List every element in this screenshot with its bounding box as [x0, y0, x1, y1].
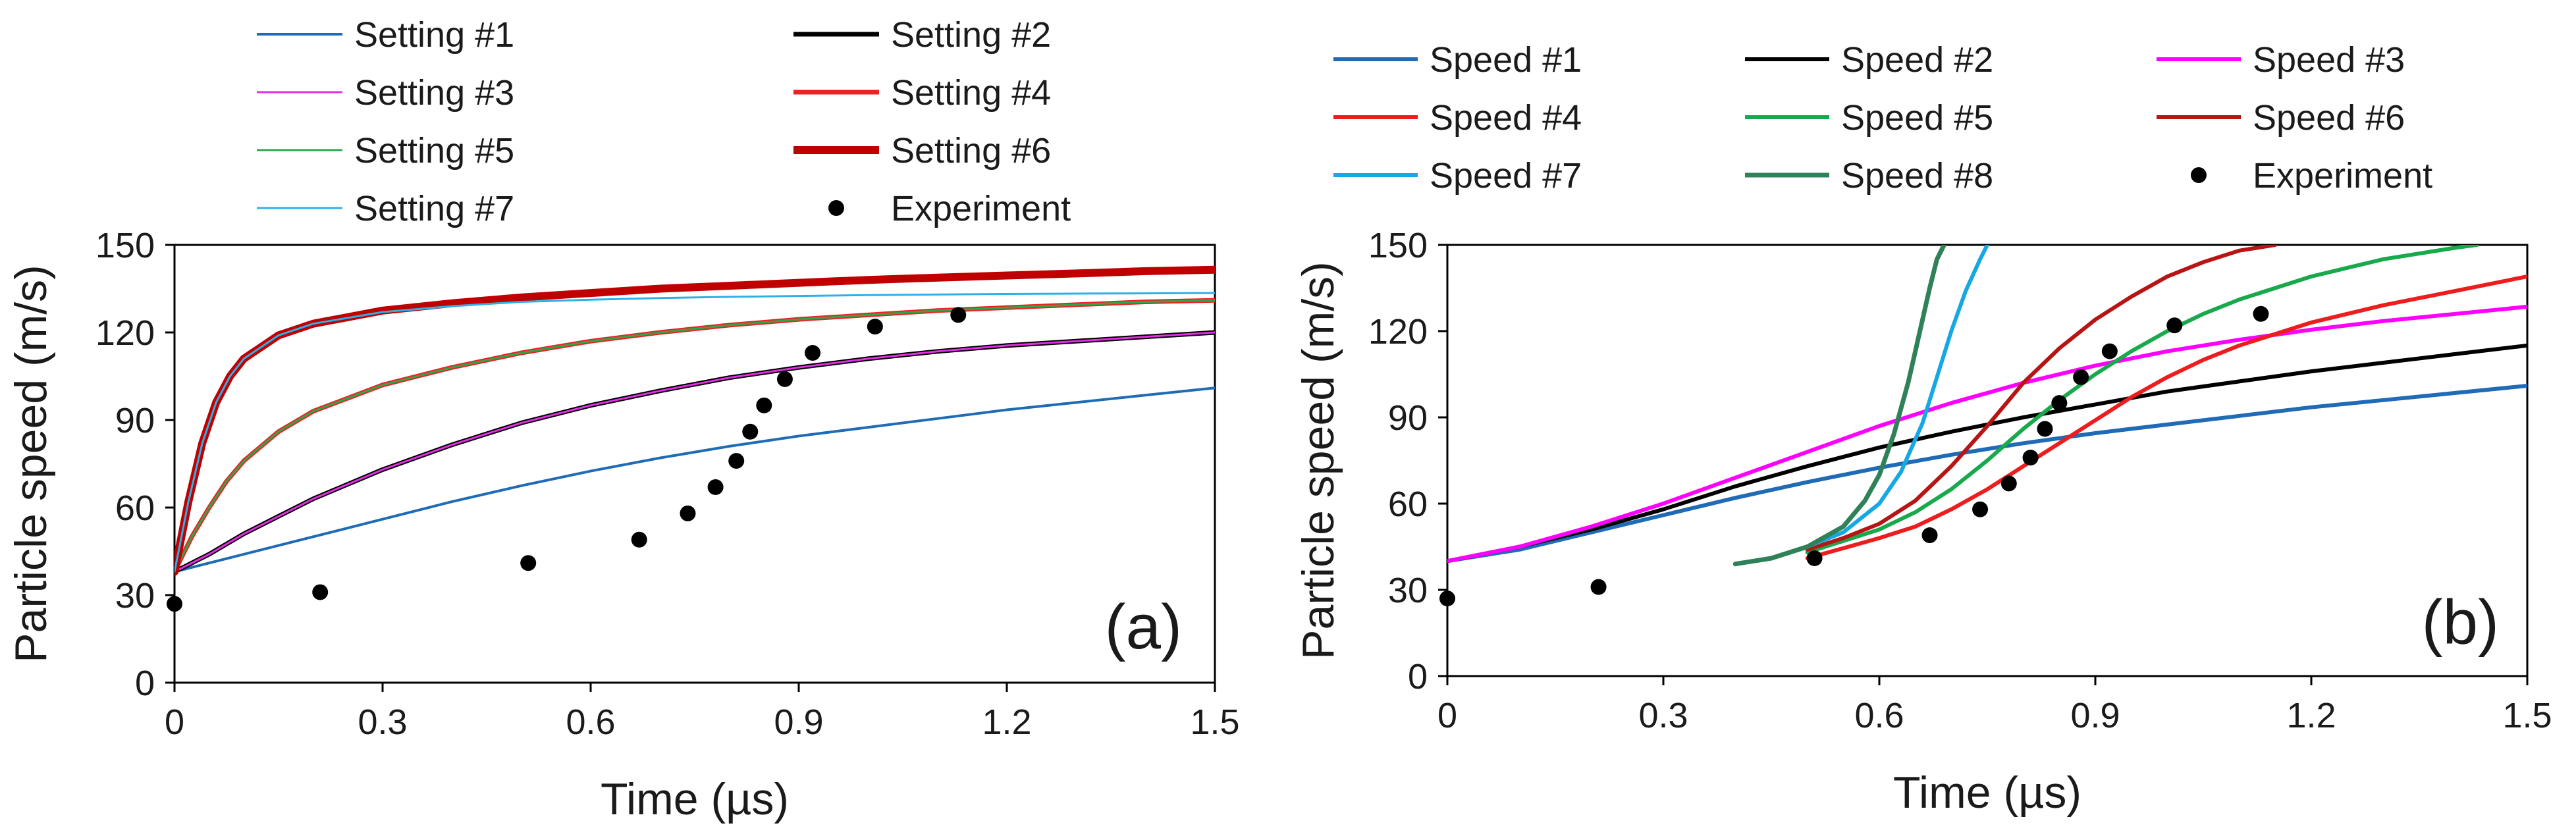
- panel-a-experiment-point: [805, 345, 821, 361]
- panel-b-x-axis-title: Time (µs): [1893, 768, 2081, 818]
- panel-b-label: (b): [2422, 587, 2499, 658]
- panel-b-series-speed-5: [1805, 245, 2479, 555]
- panel-a-y-tick-label: 150: [95, 226, 155, 265]
- panel-a-experiment-point: [756, 397, 772, 413]
- panel-b-series-speed-3: [1447, 304, 2527, 564]
- panel-a-legend-label: Setting #2: [891, 15, 1051, 55]
- panel-b-legend-label: Speed #7: [1430, 156, 1582, 196]
- panel-b-y-tick-label: 0: [1408, 657, 1428, 696]
- panel-b-experiment-point: [1590, 579, 1607, 595]
- panel-a-series-setting-6: [174, 265, 1215, 576]
- panel-a-legend-label: Experiment: [891, 189, 1071, 228]
- panel-a-legend-label: Setting #3: [354, 73, 514, 113]
- panel-b-experiment-point: [2101, 343, 2118, 359]
- panel-a-x-tick-label: 0: [165, 702, 184, 742]
- panel-a-experiment-point: [742, 423, 759, 440]
- panel-b-legend-label: Speed #2: [1841, 40, 1993, 80]
- panel-a-x-tick-label: 1.2: [982, 702, 1031, 742]
- panel-a-series-setting-1: [174, 386, 1215, 573]
- panel-b-experiment-point: [1439, 591, 1455, 607]
- panel-a-y-axis-title: Particle speed (m/s): [6, 265, 56, 663]
- panel-b-y-tick-label: 150: [1368, 226, 1428, 265]
- panel-b-series-speed-6: [1805, 245, 2278, 552]
- panel-a-legend-swatch: [828, 200, 844, 216]
- panel-a-y-tick-label: 30: [115, 576, 155, 616]
- panel-b-x-tick-label: 1.5: [2502, 696, 2552, 735]
- panel-a-y-tick-label: 90: [115, 401, 155, 440]
- panel-a-x-tick-label: 0.9: [774, 702, 823, 742]
- panel-b-y-tick-label: 30: [1388, 571, 1428, 610]
- panel-a-experiment-point: [776, 371, 793, 387]
- panel-a-x-tick-label: 0.3: [358, 702, 407, 742]
- panel-b-legend-swatch: [2191, 167, 2207, 183]
- panel-a-x-tick-label: 1.5: [1190, 702, 1239, 742]
- panel-b-experiment-point: [2073, 369, 2089, 385]
- panel-a-experiment-point: [950, 307, 967, 323]
- panel-b-y-tick-label: 90: [1388, 398, 1428, 438]
- panel-b-experiment-point: [2166, 317, 2183, 334]
- panel-b-y-tick-label: 120: [1368, 312, 1428, 352]
- panel-a-y-tick-label: 120: [95, 313, 155, 353]
- panel-b-x-tick-label: 1.2: [2286, 696, 2336, 735]
- panel-a-legend: Setting #1 Setting #2 Setting #3 Setting #4…: [257, 15, 1071, 228]
- panel-b-chart: 0 0.3 0.6 0.9 1.2 1.5 0 30 60 90 120 150 Time (µs) Pa…: [1293, 40, 2552, 818]
- panel-a-series-setting-7: [174, 292, 1215, 573]
- panel-a-experiment-point: [680, 505, 696, 521]
- panel-a-series-setting-3: [174, 331, 1215, 573]
- panel-a-chart: 0 0.3 0.6 0.9 1.2 1.5 0 30 60 90 120 150 Time (µs) Pa…: [6, 15, 1240, 824]
- panel-a-legend-label: Setting #7: [354, 189, 514, 228]
- panel-b-experiment-point: [2051, 395, 2068, 411]
- panel-b-legend-label: Speed #8: [1841, 156, 1993, 196]
- panel-b-y-tick-label: 60: [1388, 485, 1428, 524]
- panel-a-experiment-point: [867, 319, 883, 335]
- panel-b-legend-label: Experiment: [2253, 156, 2432, 196]
- panel-b-legend-label: Speed #4: [1430, 98, 1582, 138]
- panel-a-experiment-point: [728, 453, 745, 469]
- panel-a-y-tick-label: 60: [115, 488, 155, 528]
- panel-a-plot-frame: [173, 244, 1216, 684]
- panel-b-experiment-point: [1806, 550, 1823, 566]
- panel-a-x-axis-title: Time (µs): [601, 774, 789, 824]
- panel-b-legend-label: Speed #1: [1430, 40, 1582, 80]
- panel-b-experiment-point: [2037, 421, 2053, 437]
- panel-b-series-speed-4: [1805, 275, 2527, 560]
- panel-a-legend-label: Setting #5: [354, 131, 514, 171]
- panel-a-legend-label: Setting #4: [891, 73, 1051, 113]
- panel-b-experiment-point: [2253, 305, 2269, 322]
- panel-b-x-tick-label: 0: [1437, 696, 1457, 735]
- panel-a-experiment-point: [631, 531, 647, 548]
- panel-a-x-tick-label: 0.6: [566, 702, 615, 742]
- panel-b-x-tick-label: 0.9: [2070, 696, 2120, 735]
- panel-a-experiment-point: [707, 479, 724, 495]
- panel-b-series-speed-8: [1732, 245, 1946, 567]
- panel-b-x-tick-label: 0.6: [1854, 696, 1904, 735]
- panel-b-series-speed-1: [1447, 384, 2527, 564]
- panel-a-experiment-point: [167, 596, 182, 612]
- panel-a-legend-label: Setting #6: [891, 131, 1051, 171]
- panel-a-label: (a): [1105, 592, 1182, 662]
- panel-b-legend: Speed #1 Speed #2 Speed #3 Speed #4 Speed #5…: [1333, 40, 2432, 196]
- panel-a-series-setting-5: [174, 299, 1215, 573]
- panel-b-experiment-point: [1921, 527, 1938, 544]
- panel-a-experiment-point: [312, 584, 329, 600]
- panel-a-experiment-point: [520, 555, 537, 571]
- panel-a-legend-label: Setting #1: [354, 15, 514, 55]
- panel-b-experiment-point: [2000, 475, 2017, 492]
- panel-a-y-tick-label: 0: [135, 664, 155, 703]
- panel-b-legend-label: Speed #3: [2253, 40, 2405, 80]
- panel-b-legend-label: Speed #6: [2253, 98, 2405, 138]
- panel-b-legend-label: Speed #5: [1841, 98, 1993, 138]
- panel-b-y-axis-title: Particle speed (m/s): [1293, 261, 1343, 660]
- panel-b-experiment-point: [2022, 450, 2039, 466]
- panel-b-x-tick-label: 0.3: [1638, 696, 1688, 735]
- panel-b-experiment-point: [1972, 501, 1989, 517]
